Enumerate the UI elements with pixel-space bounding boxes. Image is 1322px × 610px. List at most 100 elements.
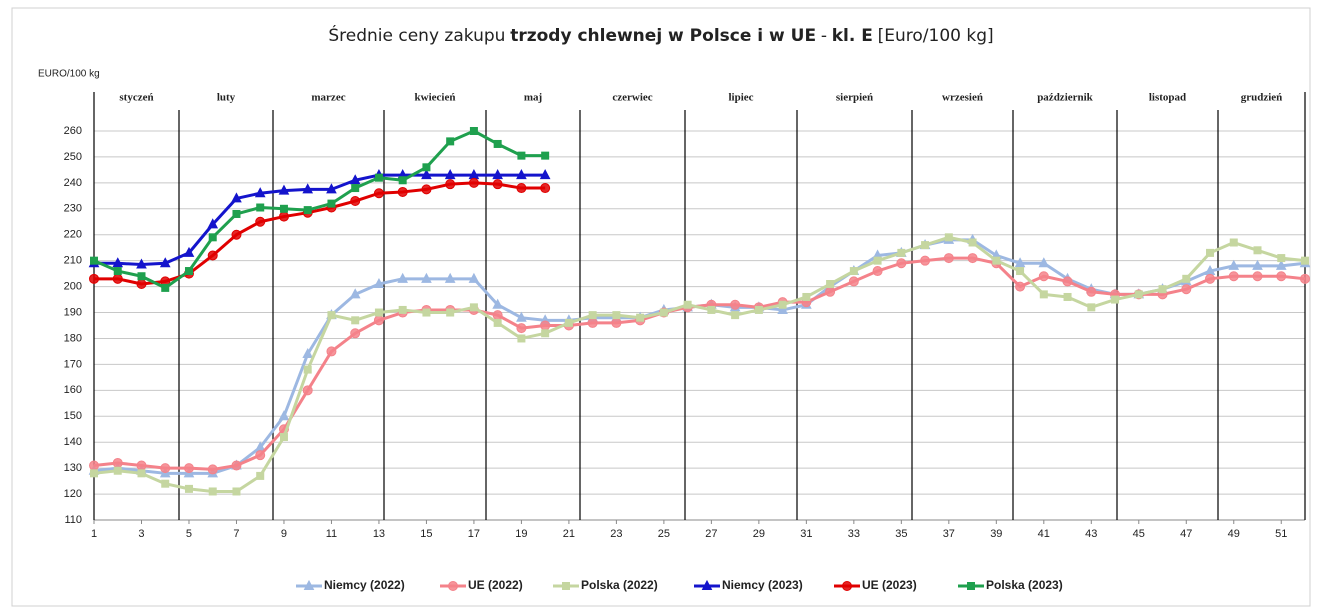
chart-border	[11, 7, 1311, 607]
marker	[967, 253, 978, 264]
marker	[1229, 238, 1238, 247]
marker	[493, 139, 502, 148]
y-tick-label: 190	[64, 306, 82, 318]
x-tick-label: 47	[1180, 528, 1192, 540]
marker	[349, 288, 361, 299]
marker	[849, 267, 858, 276]
marker	[469, 127, 478, 135]
marker	[944, 233, 953, 242]
marker	[444, 272, 456, 283]
marker	[1086, 286, 1097, 297]
marker	[873, 256, 882, 265]
marker	[968, 238, 977, 247]
marker	[232, 209, 241, 218]
marker	[636, 313, 645, 322]
legend-entry: UE (2023)	[834, 578, 917, 592]
legend-entry: Polska (2022)	[553, 578, 658, 592]
title-part: -	[820, 26, 827, 46]
marker	[492, 298, 503, 309]
x-tick-label: 35	[895, 528, 907, 540]
marker	[254, 187, 266, 198]
marker	[1228, 271, 1239, 282]
series	[90, 233, 1309, 496]
month-label: kwiecień	[415, 92, 456, 104]
month-label: grudzień	[1241, 92, 1283, 104]
title-part: kl. E	[831, 26, 873, 46]
legend-label: UE (2023)	[862, 578, 917, 592]
marker	[777, 303, 788, 314]
marker	[231, 192, 242, 203]
marker	[207, 218, 219, 229]
marker	[541, 151, 550, 160]
y-tick-label: 140	[64, 436, 82, 448]
marker	[1253, 246, 1262, 255]
marker	[112, 257, 124, 268]
x-tick-label: 7	[233, 528, 239, 540]
marker	[1277, 254, 1286, 263]
marker	[373, 315, 384, 326]
marker	[445, 179, 456, 190]
marker	[398, 305, 407, 314]
marker	[516, 183, 527, 194]
marker	[278, 410, 290, 421]
marker	[446, 308, 455, 317]
marker	[540, 320, 551, 331]
legend-label: Polska (2023)	[986, 578, 1063, 592]
x-tick-label: 49	[1228, 528, 1240, 540]
x-tick-label: 33	[848, 528, 860, 540]
x-tick-label: 5	[186, 528, 192, 540]
series-line	[94, 173, 546, 267]
y-tick-label: 130	[64, 462, 82, 474]
marker	[303, 365, 312, 374]
marker	[161, 479, 170, 488]
marker	[943, 253, 954, 264]
marker	[517, 151, 526, 160]
marker	[967, 582, 975, 590]
marker	[1016, 267, 1025, 276]
marker	[1252, 259, 1263, 270]
x-tick-label: 45	[1133, 528, 1145, 540]
marker	[136, 258, 147, 269]
marker	[350, 196, 361, 207]
marker	[562, 582, 570, 590]
marker	[326, 346, 337, 357]
marker	[231, 229, 242, 240]
x-tick-label: 15	[420, 528, 432, 540]
marker	[730, 299, 741, 310]
month-label: lipiec	[728, 92, 753, 104]
marker	[136, 279, 147, 290]
series	[90, 127, 550, 292]
marker	[232, 487, 241, 496]
marker	[1158, 285, 1167, 294]
title-part: [Euro/100 kg]	[877, 26, 994, 46]
marker	[421, 184, 432, 195]
marker	[207, 464, 218, 475]
marker	[517, 334, 526, 343]
y-tick-label: 220	[64, 229, 82, 241]
y-tick-label: 170	[64, 358, 82, 370]
marker	[1205, 273, 1216, 284]
legend-entry: Polska (2023)	[958, 578, 1063, 592]
marker	[90, 256, 98, 265]
marker	[541, 329, 550, 338]
marker	[113, 267, 122, 276]
x-tick-label: 37	[943, 528, 955, 540]
marker	[303, 579, 315, 590]
legend-entry: Niemcy (2022)	[296, 578, 405, 592]
marker	[446, 137, 455, 146]
x-tick-label: 23	[610, 528, 622, 540]
month-label: październik	[1037, 92, 1093, 104]
title-part: trzody chlewnej w Polsce i w UE	[510, 26, 817, 46]
marker	[1111, 295, 1120, 304]
marker	[539, 169, 551, 180]
marker	[255, 216, 266, 227]
marker	[802, 292, 811, 301]
marker	[754, 305, 763, 314]
marker	[161, 283, 170, 292]
marker	[397, 272, 409, 283]
marker	[326, 183, 337, 194]
marker	[183, 246, 195, 257]
y-tick-label: 250	[64, 151, 82, 163]
marker	[1228, 259, 1240, 270]
marker	[444, 169, 456, 180]
